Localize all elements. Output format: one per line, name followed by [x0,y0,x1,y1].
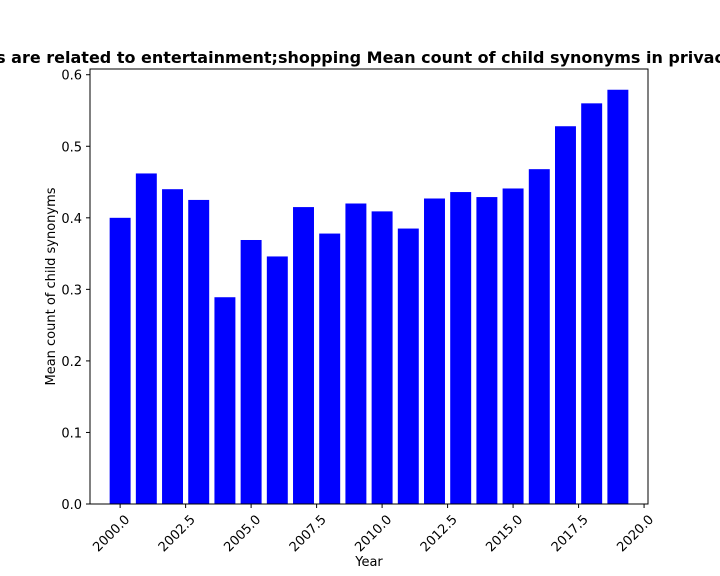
bar-2018 [581,103,603,504]
x-tick-label: 2010.0 [352,512,395,555]
bar-2002 [162,189,183,504]
y-tick-label: 0.1 [61,426,82,441]
x-tick-label: 2012.5 [418,512,461,555]
bar-2015 [502,188,524,504]
y-tick-label: 0.6 [61,69,82,84]
bar-2003 [188,199,210,505]
chart-title: s are related to entertainment;shopping … [0,48,720,67]
x-tick-label: 2002.5 [156,512,199,555]
y-tick-label: 0.4 [61,212,82,227]
bar-2010 [371,211,393,504]
x-tick-label: 2020.0 [614,512,657,555]
x-axis: 2000.0 2002.5 2005.0 2007.5 2010.0 2012.5 2015… [90,504,657,555]
bar-2001 [135,173,157,505]
bar-2006 [266,256,288,504]
x-tick-label: 2017.5 [549,512,592,555]
bar-2000 [109,217,131,504]
x-tick-label: 2015.0 [483,512,526,555]
bar-2005 [240,239,262,505]
bar-2016 [528,169,550,504]
bar-2019 [607,89,629,504]
bar-2012 [424,198,445,504]
bar-2013 [450,192,472,504]
x-axis-label: Year [354,555,383,570]
bar-2014 [476,197,498,504]
y-tick-label: 0.0 [61,498,82,513]
y-axis: 0.0 0.1 0.2 0.3 0.4 0.5 0.6 [61,69,90,513]
y-tick-label: 0.3 [61,283,82,298]
y-axis-label: Mean count of child synonyms [44,187,59,385]
bar-2017 [555,126,576,504]
bar-2011 [397,228,419,504]
bars-layer [109,89,629,505]
bar-2007 [293,207,314,505]
bar-2008 [319,233,341,505]
y-tick-label: 0.5 [61,140,82,155]
x-tick-label: 2007.5 [287,512,330,555]
y-tick-label: 0.2 [61,355,82,370]
plot-frame [89,68,649,505]
x-tick-label: 2005.0 [221,512,264,555]
x-tick-label: 2000.0 [90,512,133,555]
bar-2009 [345,203,367,504]
bar-2004 [214,297,236,504]
